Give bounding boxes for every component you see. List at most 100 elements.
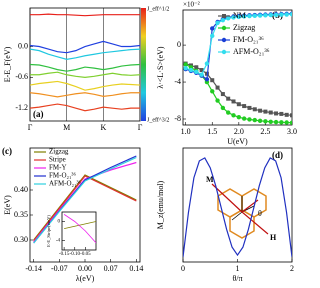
- x-axis-label: λ(eV): [76, 274, 95, 283]
- point: [183, 62, 188, 67]
- point: [289, 120, 292, 125]
- point: [273, 119, 279, 125]
- series-line: [30, 13, 140, 17]
- point: [252, 107, 257, 112]
- panel-label: (c): [2, 146, 12, 156]
- point: [231, 15, 236, 20]
- series-line: [30, 103, 140, 112]
- plot-frame: [182, 9, 293, 126]
- x-tick-label: 0: [181, 264, 185, 273]
- point: [215, 98, 220, 103]
- point: [210, 89, 215, 94]
- point: [236, 14, 242, 20]
- x-tick-label: 2: [290, 264, 294, 273]
- point: [199, 68, 204, 73]
- y-axis-label: E-E_Stripe(meV): [46, 215, 51, 247]
- point: [247, 117, 252, 122]
- point: [236, 114, 242, 120]
- legend-label: FM-Y: [49, 164, 67, 172]
- point: [257, 13, 263, 18]
- colorbar-label: J_eff^1/2: [147, 5, 169, 12]
- x-axis-label: U(eV): [227, 137, 248, 146]
- point: [263, 109, 268, 114]
- point: [284, 112, 289, 117]
- inset-label: θ: [258, 209, 262, 218]
- y-tick-label: -1.2: [15, 103, 28, 112]
- series-line: [30, 80, 140, 91]
- x-tick-label: 2.0: [234, 127, 244, 136]
- point: [242, 104, 247, 109]
- legend-label: FM-O₂₁³⁶: [49, 172, 76, 180]
- y-tick-label: 0: [58, 220, 61, 225]
- point: [247, 105, 252, 110]
- point: [284, 12, 289, 17]
- x-tick-label: 2.5: [260, 127, 270, 136]
- y-axis-label: λ·<L·S>(eV): [156, 46, 165, 89]
- point: [188, 67, 194, 73]
- point: [268, 12, 273, 18]
- point: [194, 69, 199, 75]
- point: [210, 78, 215, 83]
- point: [268, 119, 273, 124]
- y-tick-label: -4: [174, 77, 181, 86]
- point: [220, 105, 226, 111]
- x-tick-label: -0.14: [25, 264, 42, 273]
- series-line: [30, 71, 140, 78]
- x-tick-label: -0.07: [51, 264, 68, 273]
- series-line: [63, 214, 96, 244]
- point: [279, 12, 284, 17]
- x-tick-label: K: [100, 123, 106, 132]
- point: [210, 26, 215, 31]
- point: [252, 13, 257, 19]
- x-tick-label: M: [63, 123, 70, 132]
- series-group: [183, 11, 292, 125]
- point: [290, 113, 292, 118]
- legend-marker: [222, 14, 226, 18]
- series-line: [33, 161, 137, 243]
- y-tick-label: -8: [174, 114, 181, 123]
- legend-label: FM-O₂₁³⁶: [233, 35, 264, 44]
- point: [194, 65, 199, 70]
- plot-frame: [29, 7, 141, 122]
- series-line: [30, 63, 140, 72]
- point: [204, 61, 210, 66]
- point: [220, 92, 225, 97]
- y-tick-label: 0: [177, 40, 181, 49]
- point: [279, 120, 284, 125]
- y-tick-label: -0.6: [15, 72, 28, 81]
- panel-label: (d): [272, 150, 283, 160]
- point: [257, 118, 263, 124]
- legend-label: Zigzag: [49, 148, 69, 156]
- legend-marker: [221, 49, 227, 55]
- y-tick-label: 0.35: [14, 210, 28, 219]
- point: [268, 110, 273, 115]
- series-line: [30, 40, 140, 54]
- legend-label: AFM-O₂₁³⁶: [233, 47, 270, 56]
- series-line: [33, 174, 137, 241]
- x-tick-label: 0.07: [104, 264, 118, 273]
- point: [258, 108, 263, 113]
- x-tick-label: -0.10: [70, 252, 81, 257]
- series-group: [33, 155, 137, 244]
- panel-label: (a): [33, 109, 44, 119]
- point: [226, 96, 231, 101]
- point: [231, 99, 236, 104]
- point: [215, 20, 220, 26]
- series-group: [30, 13, 140, 112]
- point: [263, 119, 268, 124]
- legend-label: Zigzag: [233, 23, 255, 32]
- y-tick-label: 0.40: [14, 185, 28, 194]
- y-axis-label: E(eV): [3, 195, 12, 215]
- x-tick-label: 1.5: [207, 127, 217, 136]
- inset-label: M: [206, 175, 214, 184]
- series-line: [30, 92, 140, 98]
- plot-frame: [182, 147, 293, 263]
- point: [284, 120, 289, 125]
- x-tick-label: Γ: [138, 123, 143, 132]
- point: [252, 117, 257, 123]
- y-tick-label: -4: [56, 239, 61, 244]
- point: [215, 85, 220, 90]
- y-tick-label: 0.30: [14, 235, 28, 244]
- x-tick-label: -0.05: [80, 252, 91, 257]
- y-axis-label: M_z(emu/mol): [156, 180, 165, 229]
